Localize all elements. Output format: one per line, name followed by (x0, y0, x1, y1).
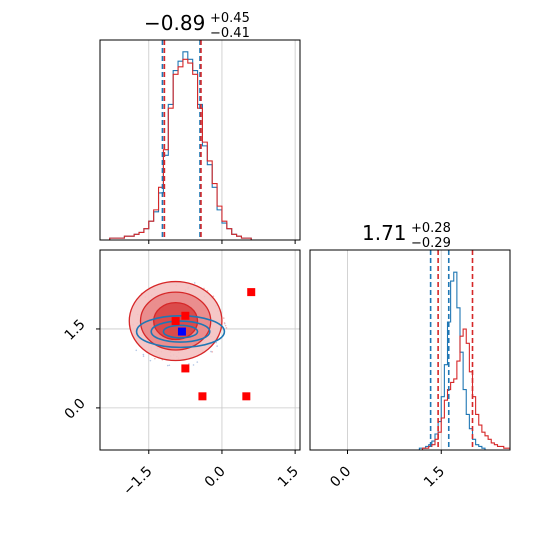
joint-point-red (242, 392, 251, 401)
hist-x-title-minus: −0.41 (210, 26, 250, 41)
joint-background-sample (142, 355, 145, 358)
joint-blue-contour (150, 320, 211, 343)
hist-x-quantile-lines (161, 40, 202, 240)
hist-x-panel (99, 39, 301, 244)
joint-y-tick-label: 0.0 (62, 396, 89, 423)
joint-background-sample (225, 326, 228, 329)
joint-background-sample (166, 364, 169, 367)
joint-panel: −1.5 0.0 1.5 0.0 1.5 (62, 249, 302, 499)
joint-point-red (181, 311, 190, 320)
hist-y-title: 1.71 +0.28 −0.29 (362, 221, 451, 251)
hist-y-tick-label: 0.0 (327, 464, 354, 491)
joint-point-red (198, 392, 207, 401)
hist-y-series-step (310, 328, 510, 451)
hist-x-title-plus: +0.45 (210, 11, 250, 26)
joint-background-sample (223, 322, 226, 324)
joint-background-sample (222, 317, 225, 319)
joint-background-sample (193, 282, 196, 284)
hist-y-title-minus: −0.29 (411, 236, 451, 251)
joint-x-tick-label: 0.0 (202, 464, 229, 491)
hist-y-series-step (310, 271, 510, 451)
hist-y-title-value: 1.71 (362, 221, 407, 245)
hist-y-ticks: 0.0 1.5 (327, 450, 448, 491)
joint-background-sample (224, 324, 227, 327)
joint-point-red (171, 317, 180, 326)
joint-x-tick-label: 1.5 (275, 464, 302, 491)
joint-point-red (247, 288, 256, 297)
joint-points (171, 288, 256, 401)
joint-background-sample (135, 349, 138, 352)
joint-blue-contour (135, 314, 226, 349)
joint-background-sample (210, 350, 212, 353)
hist-y-panel: 0.0 1.5 (309, 249, 511, 491)
joint-background-sample (188, 363, 190, 365)
hist-x-title: −0.89 +0.45 −0.41 (144, 11, 250, 41)
joint-background-sample (142, 353, 145, 356)
hist-y-series (310, 271, 510, 451)
joint-blue-contour (162, 324, 199, 339)
joint-background-sample (215, 341, 218, 344)
joint-y-tick-label: 1.5 (62, 317, 89, 344)
hist-x-series (100, 51, 300, 241)
joint-background-sample (149, 359, 152, 362)
hist-x-frame (99, 39, 301, 241)
joint-point-red (181, 364, 190, 373)
hist-y-quantile-lines (429, 250, 474, 450)
joint-x-tick-label: −1.5 (120, 464, 155, 499)
joint-background-sample (154, 357, 156, 360)
hist-x-title-value: −0.89 (144, 11, 205, 35)
hist-x-series-step (100, 58, 300, 241)
hist-y-grid (347, 250, 442, 450)
joint-background-sample (168, 364, 171, 367)
joint-background-sample (192, 364, 195, 366)
hist-y-frame (309, 249, 511, 451)
hist-x-ticks (148, 240, 296, 244)
hist-y-title-plus: +0.28 (411, 221, 451, 236)
joint-background-sample (211, 351, 214, 353)
hist-y-tick-label: 1.5 (421, 464, 448, 491)
joint-point-blue (177, 327, 186, 336)
joint-background-sample (216, 345, 218, 347)
joint-frame (99, 249, 301, 451)
joint-background-sample (196, 361, 199, 363)
